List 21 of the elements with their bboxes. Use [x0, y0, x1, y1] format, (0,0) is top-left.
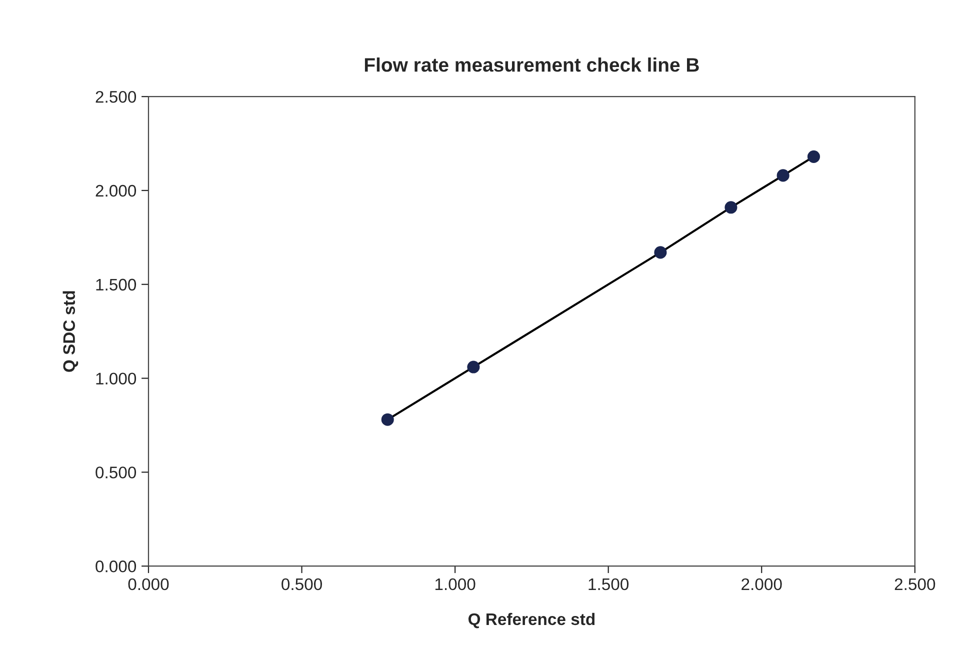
y-tick-label: 1.000	[96, 372, 136, 384]
chart-title: Flow rate measurement check line B	[364, 57, 699, 72]
point	[776, 169, 790, 182]
point	[467, 360, 480, 374]
x-axis-title: Q Reference std	[468, 612, 595, 628]
x-tick-label: 2.000	[742, 578, 782, 590]
x-tick-label: 1.500	[588, 578, 629, 590]
y-tick-label: 0.000	[96, 560, 136, 572]
y-tick-label: 1.500	[96, 278, 136, 291]
point	[381, 413, 394, 426]
point	[654, 246, 667, 259]
y-tick-label: 2.000	[96, 184, 136, 197]
x-tick-label: 2.500	[894, 578, 936, 590]
point	[807, 150, 820, 163]
point	[724, 201, 738, 214]
x-tick-label: 1.000	[435, 578, 476, 590]
y-axis-title: Q SDC std	[62, 291, 78, 372]
x-tick-label: 0.000	[128, 578, 169, 590]
y-tick-label: 2.500	[96, 90, 136, 103]
x-tick-label: 0.500	[282, 578, 322, 590]
y-tick-label: 0.500	[96, 466, 136, 478]
